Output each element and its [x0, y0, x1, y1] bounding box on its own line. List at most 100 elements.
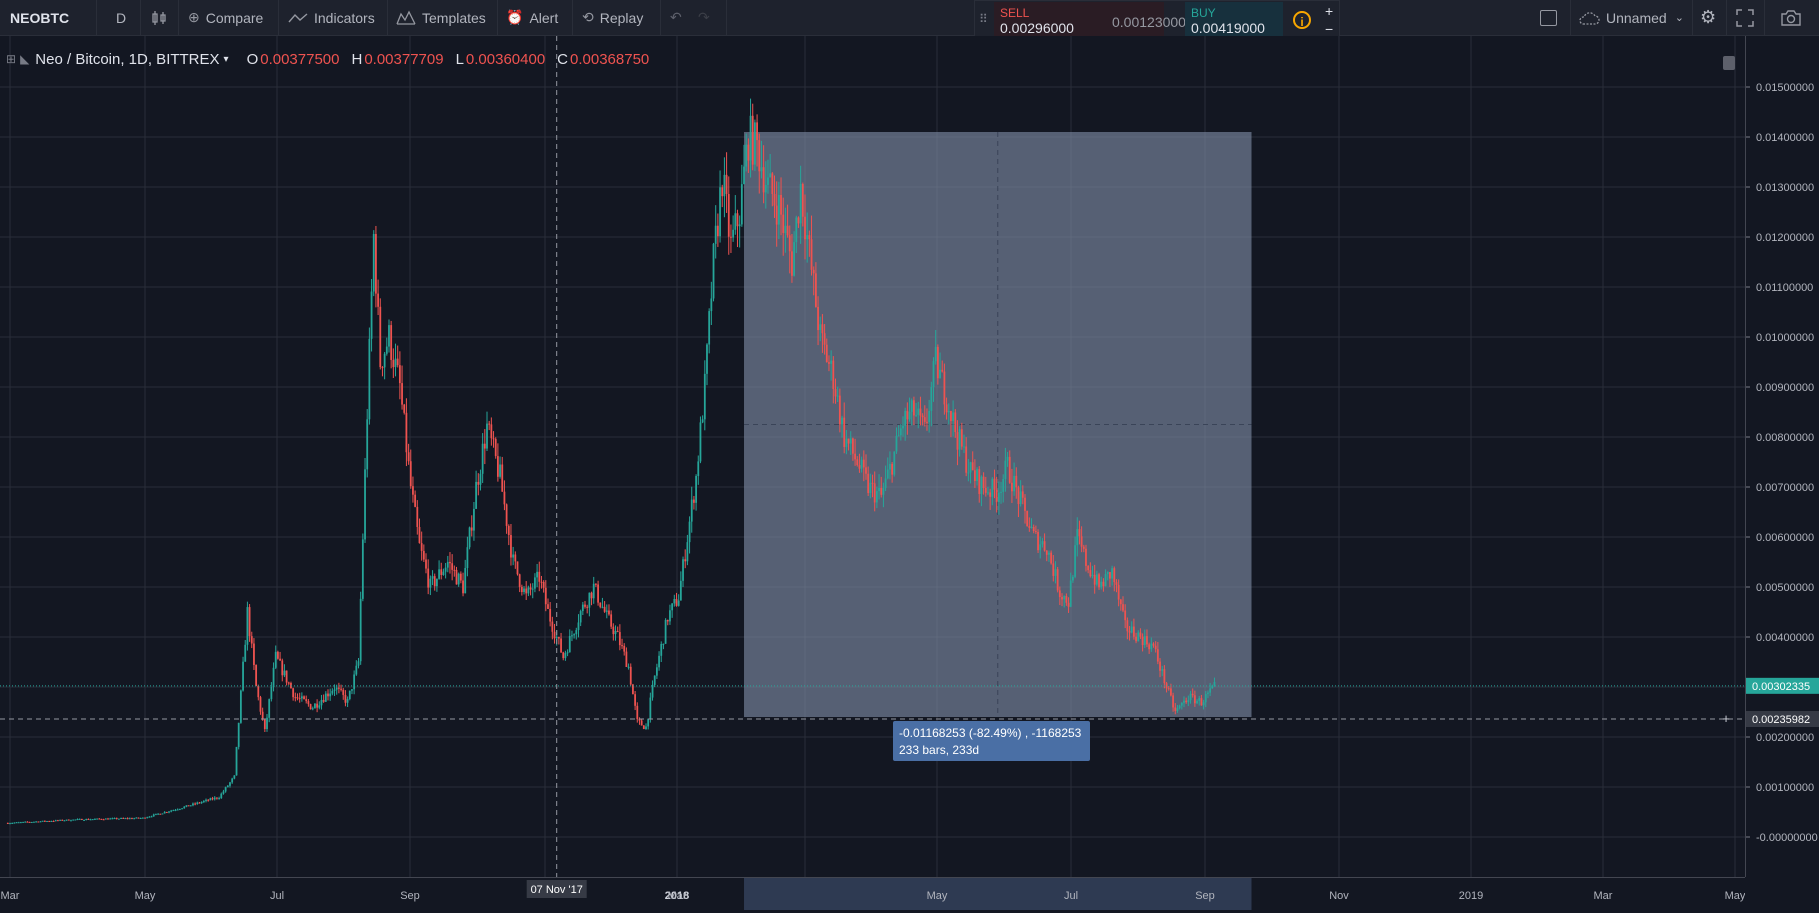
candle-down: [542, 581, 545, 588]
candle-down: [379, 306, 382, 368]
crosshair-price-tag-label: 0.00235982: [1752, 714, 1810, 726]
candle-up: [523, 588, 525, 593]
layout-menu[interactable]: Unnamed ⌄: [1578, 0, 1684, 35]
templates-button[interactable]: Templates: [396, 0, 486, 35]
candle-up: [980, 476, 983, 494]
snapshot-button[interactable]: [1780, 0, 1802, 35]
candle-down: [126, 818, 129, 820]
candle-down: [1141, 636, 1144, 646]
candle-down: [483, 443, 486, 449]
time-tick-label-year: 2018: [665, 890, 689, 902]
chevron-down-icon[interactable]: ▾: [223, 53, 229, 65]
legend-expand-icon[interactable]: ⊞: [6, 52, 17, 66]
legend-title[interactable]: Neo / Bitcoin, 1D, BITTREX: [35, 50, 220, 68]
candle-down: [337, 687, 340, 689]
candle-down: [856, 459, 859, 466]
candle-down: [560, 638, 562, 653]
candle-up: [697, 461, 700, 477]
candle-down: [298, 698, 301, 700]
candle-up: [218, 798, 220, 800]
candle-up: [270, 686, 273, 700]
candle-up: [438, 569, 440, 579]
replay-button[interactable]: ⟲ Replay: [582, 0, 643, 35]
price-chart[interactable]: +: [0, 36, 1745, 877]
candle-down: [80, 818, 83, 821]
candle-down: [501, 464, 504, 492]
candle-down: [618, 632, 621, 646]
info-icon[interactable]: i: [1293, 11, 1311, 29]
drag-handle-icon[interactable]: ⠿: [979, 12, 988, 26]
candle-down: [684, 559, 687, 562]
candle-down: [625, 651, 628, 667]
candle-up: [200, 802, 203, 804]
scroll-to-date-icon[interactable]: [1723, 56, 1735, 70]
candle-up: [860, 459, 863, 469]
candle-up: [152, 814, 155, 817]
candle-down: [309, 704, 312, 710]
chart-style-button[interactable]: [150, 0, 168, 35]
candle-down: [340, 688, 342, 690]
candle-down: [1065, 596, 1068, 603]
alert-button[interactable]: ⏰ Alert: [506, 0, 558, 35]
candle-up: [189, 805, 192, 807]
candle-up: [732, 229, 735, 238]
chart-pane[interactable]: +: [0, 36, 1745, 877]
indicators-button[interactable]: Indicators: [288, 0, 375, 35]
candle-up: [311, 708, 314, 710]
candle-down: [880, 487, 883, 495]
price-tick-label: 0.01000000: [1756, 332, 1814, 344]
time-tick-label: May: [927, 890, 948, 902]
select-layout-checkbox[interactable]: [1540, 0, 1557, 35]
minus-icon[interactable]: −: [1325, 21, 1334, 37]
candle-down: [216, 797, 218, 799]
candle-down: [891, 463, 894, 475]
candle-down: [470, 527, 473, 531]
candle-down: [817, 306, 819, 331]
interval-button[interactable]: D: [116, 9, 127, 26]
compare-button[interactable]: ⊕ Compare: [188, 0, 263, 35]
candle-down: [1113, 568, 1116, 583]
candle-down: [1117, 584, 1120, 600]
candle-down: [923, 417, 926, 422]
candle-down: [854, 453, 856, 460]
candle-up: [172, 810, 175, 812]
spread-value: 0.00123000: [1112, 14, 1186, 30]
candle-down: [984, 488, 987, 493]
candle-down: [921, 415, 924, 418]
candle-up: [486, 423, 488, 449]
candle-up: [120, 817, 122, 819]
price-axis[interactable]: 0.01500000 0.01400000 0.01300000 0.01200000…: [1745, 36, 1819, 877]
fullscreen-button[interactable]: [1736, 0, 1754, 35]
divider: [1764, 0, 1765, 35]
candle-up: [370, 291, 373, 339]
candle-down: [1170, 688, 1172, 696]
symbol-search[interactable]: NEOBTC: [10, 9, 70, 26]
candle-up: [708, 311, 711, 345]
sell-price: 0.00296000: [1000, 20, 1074, 36]
crosshair-date-tag-label: 07 Nov '17: [531, 884, 583, 896]
undo-button[interactable]: ↶: [670, 0, 682, 35]
candle-down: [1115, 582, 1118, 585]
candle-up: [963, 446, 965, 448]
settings-button[interactable]: ⚙: [1700, 0, 1716, 35]
candle-down: [612, 626, 615, 635]
time-axis[interactable]: 2018 Mar May Jul Sep Mar May Jul Sep Nov 2019 Mar Ma…: [0, 877, 1746, 910]
redo-button[interactable]: ↷: [698, 0, 710, 35]
candle-down: [1146, 636, 1148, 645]
candle-down: [296, 697, 299, 699]
candle-up: [9, 823, 11, 825]
candle-down: [159, 813, 162, 815]
buy-button[interactable]: BUY 0.00419000: [1185, 2, 1283, 38]
candle-up: [660, 643, 663, 656]
candle-down: [1037, 532, 1039, 551]
flag-icon[interactable]: ◣: [20, 52, 30, 66]
candle-up: [266, 717, 268, 730]
candle-up: [1100, 581, 1103, 588]
plus-icon[interactable]: +: [1325, 3, 1334, 19]
candle-down: [954, 412, 957, 433]
sell-button[interactable]: SELL 0.00296000 0.00123000: [994, 2, 1186, 38]
candle-down: [292, 688, 295, 698]
candle-down: [538, 571, 541, 582]
candle-up: [1150, 643, 1153, 650]
